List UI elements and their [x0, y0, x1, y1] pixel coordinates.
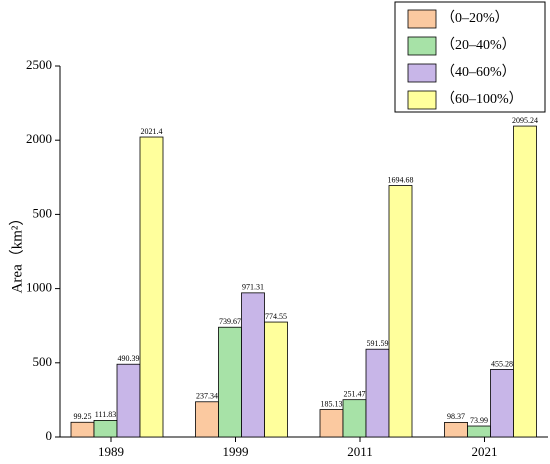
bar [195, 401, 219, 438]
value-label: 490.39 [118, 354, 140, 363]
bar [319, 409, 344, 438]
bar [139, 136, 164, 438]
y-tick-label: 1000 [26, 280, 52, 295]
value-label: 237.34 [196, 392, 218, 401]
value-label: 1694.68 [388, 175, 414, 184]
bar [444, 422, 468, 438]
bar [264, 321, 288, 438]
legend-label: （40–60%） [441, 64, 516, 80]
value-label: 591.59 [367, 339, 389, 348]
legend-swatch [407, 36, 437, 56]
x-tick-label: 1989 [98, 444, 124, 459]
bar [513, 125, 537, 438]
value-label: 98.37 [447, 412, 465, 421]
bar [490, 369, 514, 438]
value-label: 971.31 [242, 283, 264, 292]
x-tick-label: 2011 [347, 444, 373, 459]
legend-label: （0–20%） [441, 10, 509, 26]
value-label: 2095.24 [512, 116, 538, 125]
legend-label: （60–100%） [441, 91, 523, 107]
legend-label: （20–40%） [441, 37, 516, 53]
x-tick-label: 1999 [223, 444, 249, 459]
value-label: 185.13 [321, 399, 343, 408]
value-label: 774.55 [265, 312, 287, 321]
bar [365, 348, 390, 438]
y-tick-label: 0 [46, 428, 53, 443]
bar [388, 185, 413, 438]
value-label: 739.67 [219, 317, 241, 326]
bar [116, 363, 141, 438]
value-label: 99.25 [74, 412, 92, 421]
y-tick-label: 2000 [26, 131, 52, 146]
y-tick-label: 2500 [26, 57, 52, 72]
legend-swatch [407, 63, 437, 83]
bar [467, 425, 491, 438]
bar [70, 421, 95, 438]
y-tick-label: 500 [33, 205, 53, 220]
value-label: 111.83 [95, 410, 116, 419]
bar [218, 326, 242, 438]
x-tick-label: 2021 [472, 444, 498, 459]
y-axis-label: Area（km²） [8, 211, 25, 294]
bar [342, 399, 367, 438]
value-label: 73.99 [470, 416, 488, 425]
y-tick-label: 500 [33, 354, 53, 369]
legend-swatch [407, 90, 437, 110]
value-label: 2021.4 [141, 127, 163, 136]
bar [241, 292, 265, 438]
bar [93, 420, 118, 438]
value-label: 251.47 [344, 390, 366, 399]
legend-swatch [407, 9, 437, 29]
value-label: 455.28 [491, 359, 513, 368]
